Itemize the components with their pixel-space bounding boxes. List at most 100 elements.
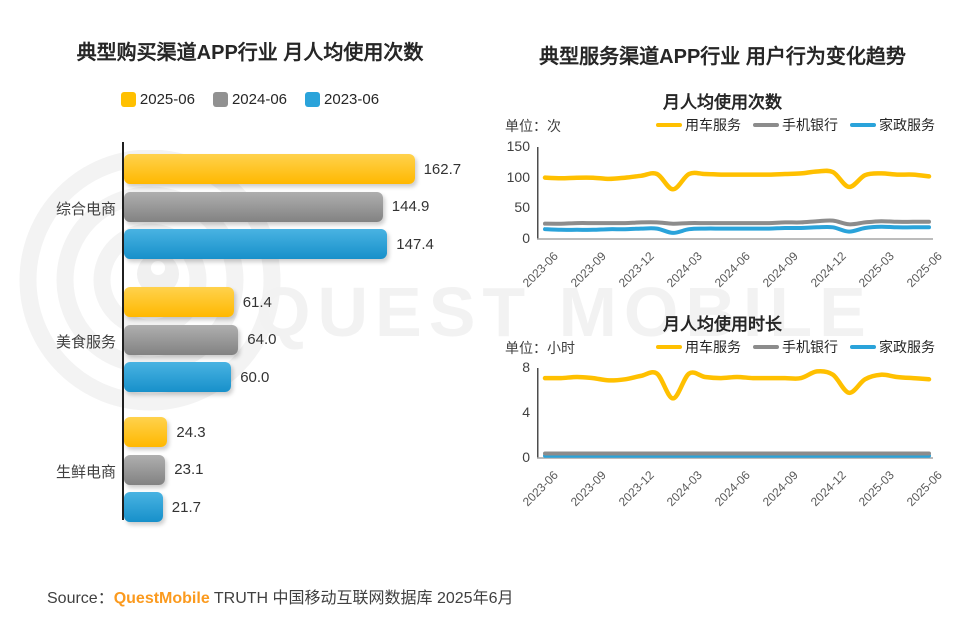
bar-value-label: 147.4 xyxy=(396,235,434,253)
line-plot-svg xyxy=(537,147,933,240)
bar-value-label: 64.0 xyxy=(247,331,277,348)
category-label: 生鲜电商 xyxy=(55,463,116,481)
trend-panel-title: 典型服务渠道APP行业 用户行为变化趋势 xyxy=(539,46,906,68)
x-tick-label: 2024-03 xyxy=(663,468,705,510)
legend-line-swatch xyxy=(753,345,779,349)
x-tick-label: 2023-09 xyxy=(567,468,609,510)
legend-label: 用车服务 xyxy=(685,339,741,355)
usage-count-legend: 用车服务 手机银行 家政服务 xyxy=(656,115,935,135)
legend-item: 用车服务 xyxy=(656,115,741,135)
legend-label: 手机银行 xyxy=(782,117,838,133)
x-tick-label: 2025-06 xyxy=(903,468,945,510)
legend-line-swatch xyxy=(656,123,682,127)
usage-hours-line-chart: 月人均使用时长 单位：小时 用车服务 手机银行 家政服务 8 4 0 2023-06 202… xyxy=(500,310,945,535)
bar-row: 23.1 xyxy=(124,454,204,485)
bar-value-label: 144.9 xyxy=(391,198,430,215)
legend-item: 用车服务 xyxy=(656,337,741,357)
y-tick-label: 100 xyxy=(506,168,530,185)
bar-2023-06 xyxy=(124,229,388,259)
y-tick-label: 150 xyxy=(506,138,530,154)
x-tick-label: 2024-03 xyxy=(663,249,705,291)
bar-row: 61.4 xyxy=(124,287,272,317)
usage-count-unit-label: 单位：次 xyxy=(505,118,561,134)
bar-value-label: 162.7 xyxy=(423,160,462,178)
x-tick-label: 2025-03 xyxy=(855,249,897,291)
legend-line-swatch xyxy=(850,345,876,349)
bar-chart-plot-area: 综合电商 162.7 144.9 147.4 美食服务 61.4 64.0 60.0 生鲜电商 2… xyxy=(30,140,490,530)
source-suffix: TRUTH 中国移动互联网数据库 2025年6月 xyxy=(209,590,514,607)
bar-y-axis-line xyxy=(122,142,124,520)
bar-row: 60.0 xyxy=(124,362,269,392)
legend-label: 2025-06 xyxy=(139,91,195,108)
legend-item: 手机银行 xyxy=(753,337,838,357)
purchase-apps-bar-chart-header: 典型购买渠道APP行业 月人均使用次数 2025-06 2024-06 2023-0… xyxy=(30,36,470,108)
legend-line-swatch xyxy=(753,123,779,127)
bar-chart-legend: 2025-06 2024-06 2023-06 xyxy=(30,91,470,108)
x-tick-label: 2023-12 xyxy=(615,468,657,510)
bar-row: 144.9 xyxy=(124,191,430,222)
x-tick-label: 2023-06 xyxy=(519,249,561,291)
y-tick-label: 8 xyxy=(522,359,530,375)
legend-item: 2025-06 xyxy=(120,91,195,108)
y-tick-label: 0 xyxy=(522,449,530,465)
legend-label: 2023-06 xyxy=(324,91,380,108)
bar-row: 162.7 xyxy=(124,154,461,184)
category-label: 美食服务 xyxy=(55,333,116,351)
legend-swatch xyxy=(120,92,136,107)
bar-2024-06 xyxy=(124,454,166,485)
usage-count-chart-title: 月人均使用次数 xyxy=(663,93,782,112)
usage-hours-legend: 用车服务 手机银行 家政服务 xyxy=(656,337,935,357)
x-tick-label: 2023-09 xyxy=(567,249,609,291)
x-tick-label: 2024-09 xyxy=(759,249,801,291)
legend-item: 家政服务 xyxy=(850,115,935,135)
x-tick-label: 2025-03 xyxy=(855,468,897,510)
x-tick-label: 2024-06 xyxy=(711,468,753,510)
bar-value-label: 21.7 xyxy=(171,498,201,516)
bar-value-label: 24.3 xyxy=(176,423,206,441)
legend-item: 手机银行 xyxy=(753,115,838,135)
source-note: Source：QuestMobile TRUTH 中国移动互联网数据库 2025… xyxy=(47,584,513,608)
x-tick-label: 2025-06 xyxy=(903,249,945,291)
bar-value-label: 60.0 xyxy=(240,368,270,386)
bar-value-label: 23.1 xyxy=(174,461,204,478)
bar-row: 24.3 xyxy=(124,417,206,447)
bar-value-label: 61.4 xyxy=(242,293,272,311)
legend-label: 家政服务 xyxy=(879,117,935,133)
legend-line-swatch xyxy=(850,123,876,127)
bar-2023-06 xyxy=(124,362,232,392)
usage-hours-unit-label: 单位：小时 xyxy=(505,340,575,356)
legend-label: 2024-06 xyxy=(231,91,288,108)
x-tick-label: 2024-09 xyxy=(759,468,801,510)
bar-2025-06 xyxy=(124,287,234,317)
legend-item: 2023-06 xyxy=(305,91,379,108)
questmobile-text-watermark: QUEST MOBILE xyxy=(256,273,873,351)
legend-swatch xyxy=(212,92,228,107)
legend-label: 手机银行 xyxy=(782,339,838,355)
line-series-家政服务 xyxy=(543,224,931,235)
bar-2025-06 xyxy=(124,417,168,447)
legend-line-swatch xyxy=(656,345,682,349)
source-label: Source： xyxy=(47,590,114,607)
y-tick-label: 0 xyxy=(522,230,530,246)
bar-2023-06 xyxy=(124,492,163,522)
x-tick-label: 2024-12 xyxy=(807,249,849,291)
y-tick-label: 50 xyxy=(514,199,530,216)
bar-2024-06 xyxy=(124,324,239,355)
y-tick-label: 4 xyxy=(522,404,530,420)
category-label: 综合电商 xyxy=(55,200,116,218)
x-tick-label: 2023-06 xyxy=(519,468,561,510)
usage-count-line-chart: 月人均使用次数 单位：次 用车服务 手机银行 家政服务 150 100 50 0 2023-… xyxy=(500,88,945,313)
legend-swatch xyxy=(305,92,321,107)
x-tick-label: 2024-12 xyxy=(807,468,849,510)
line-plot-svg xyxy=(537,368,933,459)
bar-row: 147.4 xyxy=(124,229,434,259)
line-series-用车服务 xyxy=(542,168,932,192)
line-series-用车服务 xyxy=(542,368,932,401)
line-series-手机银行 xyxy=(543,218,931,227)
questmobile-brand-text: QuestMobile xyxy=(113,590,210,607)
bar-2024-06 xyxy=(124,191,383,222)
legend-label: 家政服务 xyxy=(879,339,935,355)
legend-label: 用车服务 xyxy=(685,117,741,133)
bar-row: 21.7 xyxy=(124,492,201,522)
